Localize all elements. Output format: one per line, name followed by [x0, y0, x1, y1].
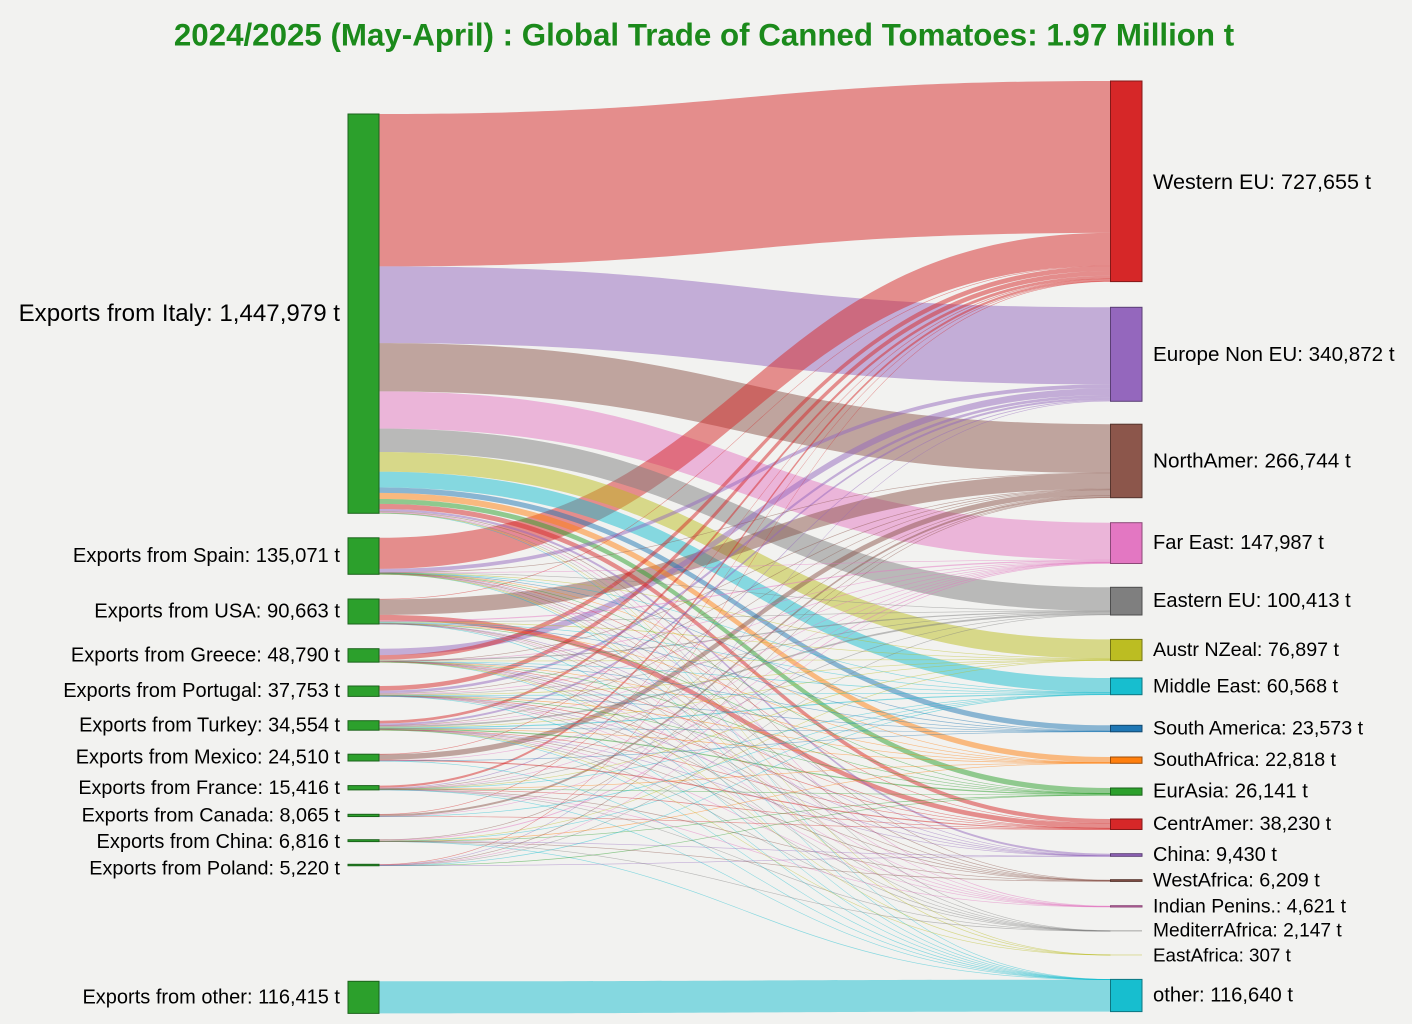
svg-text:CentrAmer: 38,230 t: CentrAmer: 38,230 t	[1153, 813, 1332, 835]
svg-text:Exports from other: 116,415 t: Exports from other: 116,415 t	[82, 986, 340, 1008]
svg-text:Far East: 147,987 t: Far East: 147,987 t	[1153, 532, 1324, 554]
svg-text:China: 9,430 t: China: 9,430 t	[1153, 844, 1277, 866]
svg-text:Exports from Canada: 8,065 t: Exports from Canada: 8,065 t	[82, 804, 341, 826]
svg-text:Western EU: 727,655 t: Western EU: 727,655 t	[1153, 169, 1371, 194]
svg-text:Indian Penins.: 4,621 t: Indian Penins.: 4,621 t	[1153, 895, 1347, 917]
svg-text:Exports from Italy: 1,447,979: Exports from Italy: 1,447,979 t	[19, 300, 341, 327]
svg-text:Eastern EU: 100,413 t: Eastern EU: 100,413 t	[1153, 590, 1351, 612]
svg-text:EastAfrica: 307 t: EastAfrica: 307 t	[1153, 945, 1292, 966]
svg-text:SouthAfrica: 22,818 t: SouthAfrica: 22,818 t	[1153, 749, 1337, 771]
svg-text:EurAsia: 26,141 t: EurAsia: 26,141 t	[1153, 781, 1308, 803]
svg-text:2024/2025 (May-April) : Global: 2024/2025 (May-April) : Global Trade of …	[174, 18, 1235, 53]
svg-text:Exports from Greece: 48,790 t: Exports from Greece: 48,790 t	[71, 644, 341, 666]
svg-text:Austr NZeal: 76,897 t: Austr NZeal: 76,897 t	[1153, 639, 1340, 661]
svg-text:Exports from Portugal: 37,753: Exports from Portugal: 37,753 t	[63, 680, 340, 702]
svg-text:Exports from Turkey: 34,554 t: Exports from Turkey: 34,554 t	[79, 715, 340, 737]
svg-text:MediterrAfrica: 2,147 t: MediterrAfrica: 2,147 t	[1153, 920, 1342, 941]
svg-text:NorthAmer: 266,744 t: NorthAmer: 266,744 t	[1153, 449, 1351, 472]
svg-text:Exports from China: 6,816 t: Exports from China: 6,816 t	[97, 831, 341, 853]
svg-text:Middle East: 60,568 t: Middle East: 60,568 t	[1153, 675, 1338, 697]
svg-text:Exports from France: 15,416 t: Exports from France: 15,416 t	[78, 777, 340, 799]
svg-text:other: 116,640 t: other: 116,640 t	[1153, 985, 1293, 1007]
svg-text:Exports from Spain: 135,071 t: Exports from Spain: 135,071 t	[73, 545, 340, 567]
svg-text:South America: 23,573 t: South America: 23,573 t	[1153, 718, 1364, 740]
svg-text:WestAfrica: 6,209 t: WestAfrica: 6,209 t	[1153, 870, 1320, 892]
svg-text:Europe Non EU: 340,872 t: Europe Non EU: 340,872 t	[1153, 343, 1395, 366]
svg-text:Exports from Mexico: 24,510 t: Exports from Mexico: 24,510 t	[76, 747, 341, 769]
svg-text:Exports from Poland: 5,220 t: Exports from Poland: 5,220 t	[89, 858, 340, 880]
svg-text:Exports from USA: 90,663 t: Exports from USA: 90,663 t	[94, 601, 340, 623]
